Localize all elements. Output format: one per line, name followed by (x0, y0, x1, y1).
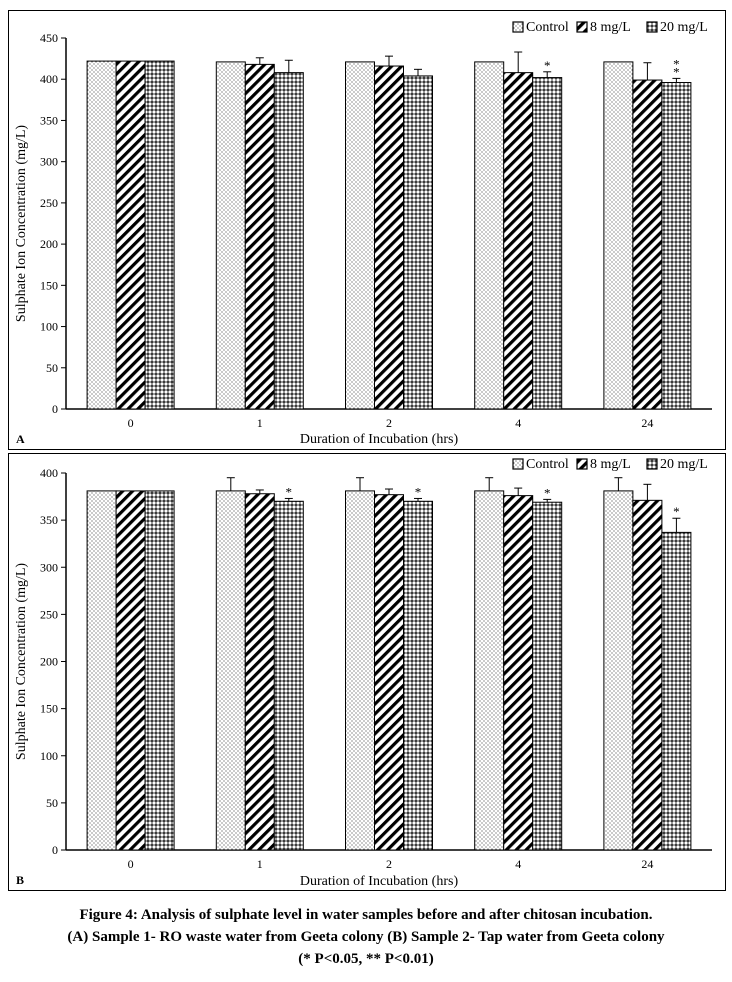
bar-dots-2 (345, 61, 375, 410)
y-tick-label: 250 (40, 196, 58, 210)
bar-dots-24 (603, 490, 634, 851)
x-tick-label: 1 (257, 857, 263, 871)
y-tick-label: 150 (40, 278, 58, 292)
significance-star: * (673, 504, 680, 519)
bar-dense-4 (532, 501, 563, 851)
x-axis-label: Duration of Incubation (hrs) (300, 874, 459, 889)
bar-dense-4 (532, 77, 563, 410)
x-tick-label: 0 (128, 416, 134, 430)
chart-panel-b: 0 50 100 150 200 250 300 350 400 0 1 2 4 24 * * * * Durati… (8, 453, 726, 891)
y-tick-label: 0 (52, 402, 58, 416)
bar-dots-4 (474, 490, 505, 851)
bar-dense-0 (144, 490, 175, 851)
y-tick-label: 300 (40, 560, 58, 574)
x-tick-label: 4 (515, 857, 521, 871)
legend-swatch-dots (512, 458, 524, 470)
significance-star: * (544, 58, 551, 73)
y-tick-label: 200 (40, 237, 58, 251)
y-tick-label: 50 (46, 796, 58, 810)
x-tick-label: 0 (128, 857, 134, 871)
bar-diagonal-0 (115, 60, 146, 410)
bar-diagonal-0 (115, 490, 146, 851)
bar-diagonal-24 (632, 79, 663, 410)
bar-dense-2 (403, 75, 433, 410)
bar-dots-24 (603, 61, 634, 410)
significance-star: * (286, 484, 293, 499)
legend-swatch-dense (646, 458, 658, 470)
legend-entry: Control (526, 20, 569, 35)
bar-dense-2 (403, 500, 433, 851)
significance-marker: ** (673, 56, 680, 79)
bar-dense-1 (273, 500, 304, 851)
significance-star: * (673, 64, 680, 79)
figure-caption-title: Figure 4: Analysis of sulphate level in … (79, 907, 653, 923)
significance-star: * (415, 484, 422, 499)
panel-label-b: B (16, 873, 25, 887)
figure-caption-samples: (A) Sample 1- RO waste water from Geeta … (67, 929, 665, 945)
bar-diagonal-4 (503, 495, 534, 851)
bar-dense-1 (273, 72, 304, 410)
bar-diagonal-2 (374, 494, 404, 851)
figure-caption-significance: (* P<0.05, ** P<0.01) (298, 951, 434, 967)
y-axis-label: Sulphate Ion Concentration (mg/L) (14, 563, 29, 760)
x-tick-label: 24 (641, 857, 653, 871)
legend-swatch-diagonal (576, 458, 588, 470)
bar-dots-0 (86, 490, 117, 851)
bar-dots-1 (215, 490, 246, 851)
x-tick-label: 2 (386, 416, 392, 430)
y-tick-label: 100 (40, 749, 58, 763)
y-tick-label: 300 (40, 155, 58, 169)
legend-swatch-diagonal (576, 21, 588, 33)
significance-star: * (544, 485, 551, 500)
legend-entry: Control (526, 457, 569, 472)
legend-swatch-dense (646, 21, 658, 33)
bar-dots-0 (86, 60, 117, 410)
significance-marker: * (286, 484, 293, 499)
legend-entry: 8 mg/L (590, 20, 631, 35)
significance-marker: * (673, 504, 680, 519)
y-tick-label: 50 (46, 361, 58, 375)
legend-entry: 20 mg/L (660, 20, 708, 35)
y-tick-label: 350 (40, 513, 58, 527)
legend-swatch-dots (512, 21, 524, 33)
legend: Control 8 mg/L 20 mg/L (512, 20, 708, 35)
bar-dots-4 (474, 61, 505, 410)
chart-panel-a: 0 50 100 150 200 250 300 350 400 450 0 1 2 4 24 * * * Dura… (8, 10, 726, 450)
bar-diagonal-4 (503, 72, 534, 410)
bar-dots-2 (345, 490, 375, 851)
x-tick-label: 1 (257, 416, 263, 430)
x-axis-label: Duration of Incubation (hrs) (300, 432, 459, 447)
y-axis-label: Sulphate Ion Concentration (mg/L) (14, 125, 29, 322)
bar-dense-0 (144, 60, 175, 410)
x-tick-label: 24 (641, 416, 653, 430)
significance-marker: * (544, 485, 551, 500)
x-tick-label: 2 (386, 857, 392, 871)
bar-dense-24 (661, 531, 692, 851)
y-tick-label: 250 (40, 607, 58, 621)
bar-diagonal-24 (632, 499, 663, 851)
panel-label-a: A (16, 432, 25, 446)
legend-entry: 20 mg/L (660, 457, 708, 472)
significance-star: * (673, 56, 680, 71)
significance-marker: * (415, 484, 422, 499)
x-tick-label: 4 (515, 416, 521, 430)
bar-diagonal-1 (244, 63, 275, 410)
y-tick-label: 0 (52, 843, 58, 857)
legend: Control 8 mg/L 20 mg/L (512, 457, 708, 472)
bar-dots-1 (215, 61, 246, 410)
y-tick-label: 450 (40, 31, 58, 45)
bar-diagonal-2 (374, 65, 404, 410)
y-tick-label: 150 (40, 702, 58, 716)
bar-diagonal-1 (244, 493, 275, 851)
legend-entry: 8 mg/L (590, 457, 631, 472)
y-tick-label: 400 (40, 72, 58, 86)
y-tick-label: 200 (40, 655, 58, 669)
significance-marker: * (544, 58, 551, 73)
bar-dense-24 (661, 82, 692, 410)
y-tick-label: 350 (40, 113, 58, 127)
y-tick-label: 100 (40, 320, 58, 334)
y-tick-label: 400 (40, 466, 58, 480)
